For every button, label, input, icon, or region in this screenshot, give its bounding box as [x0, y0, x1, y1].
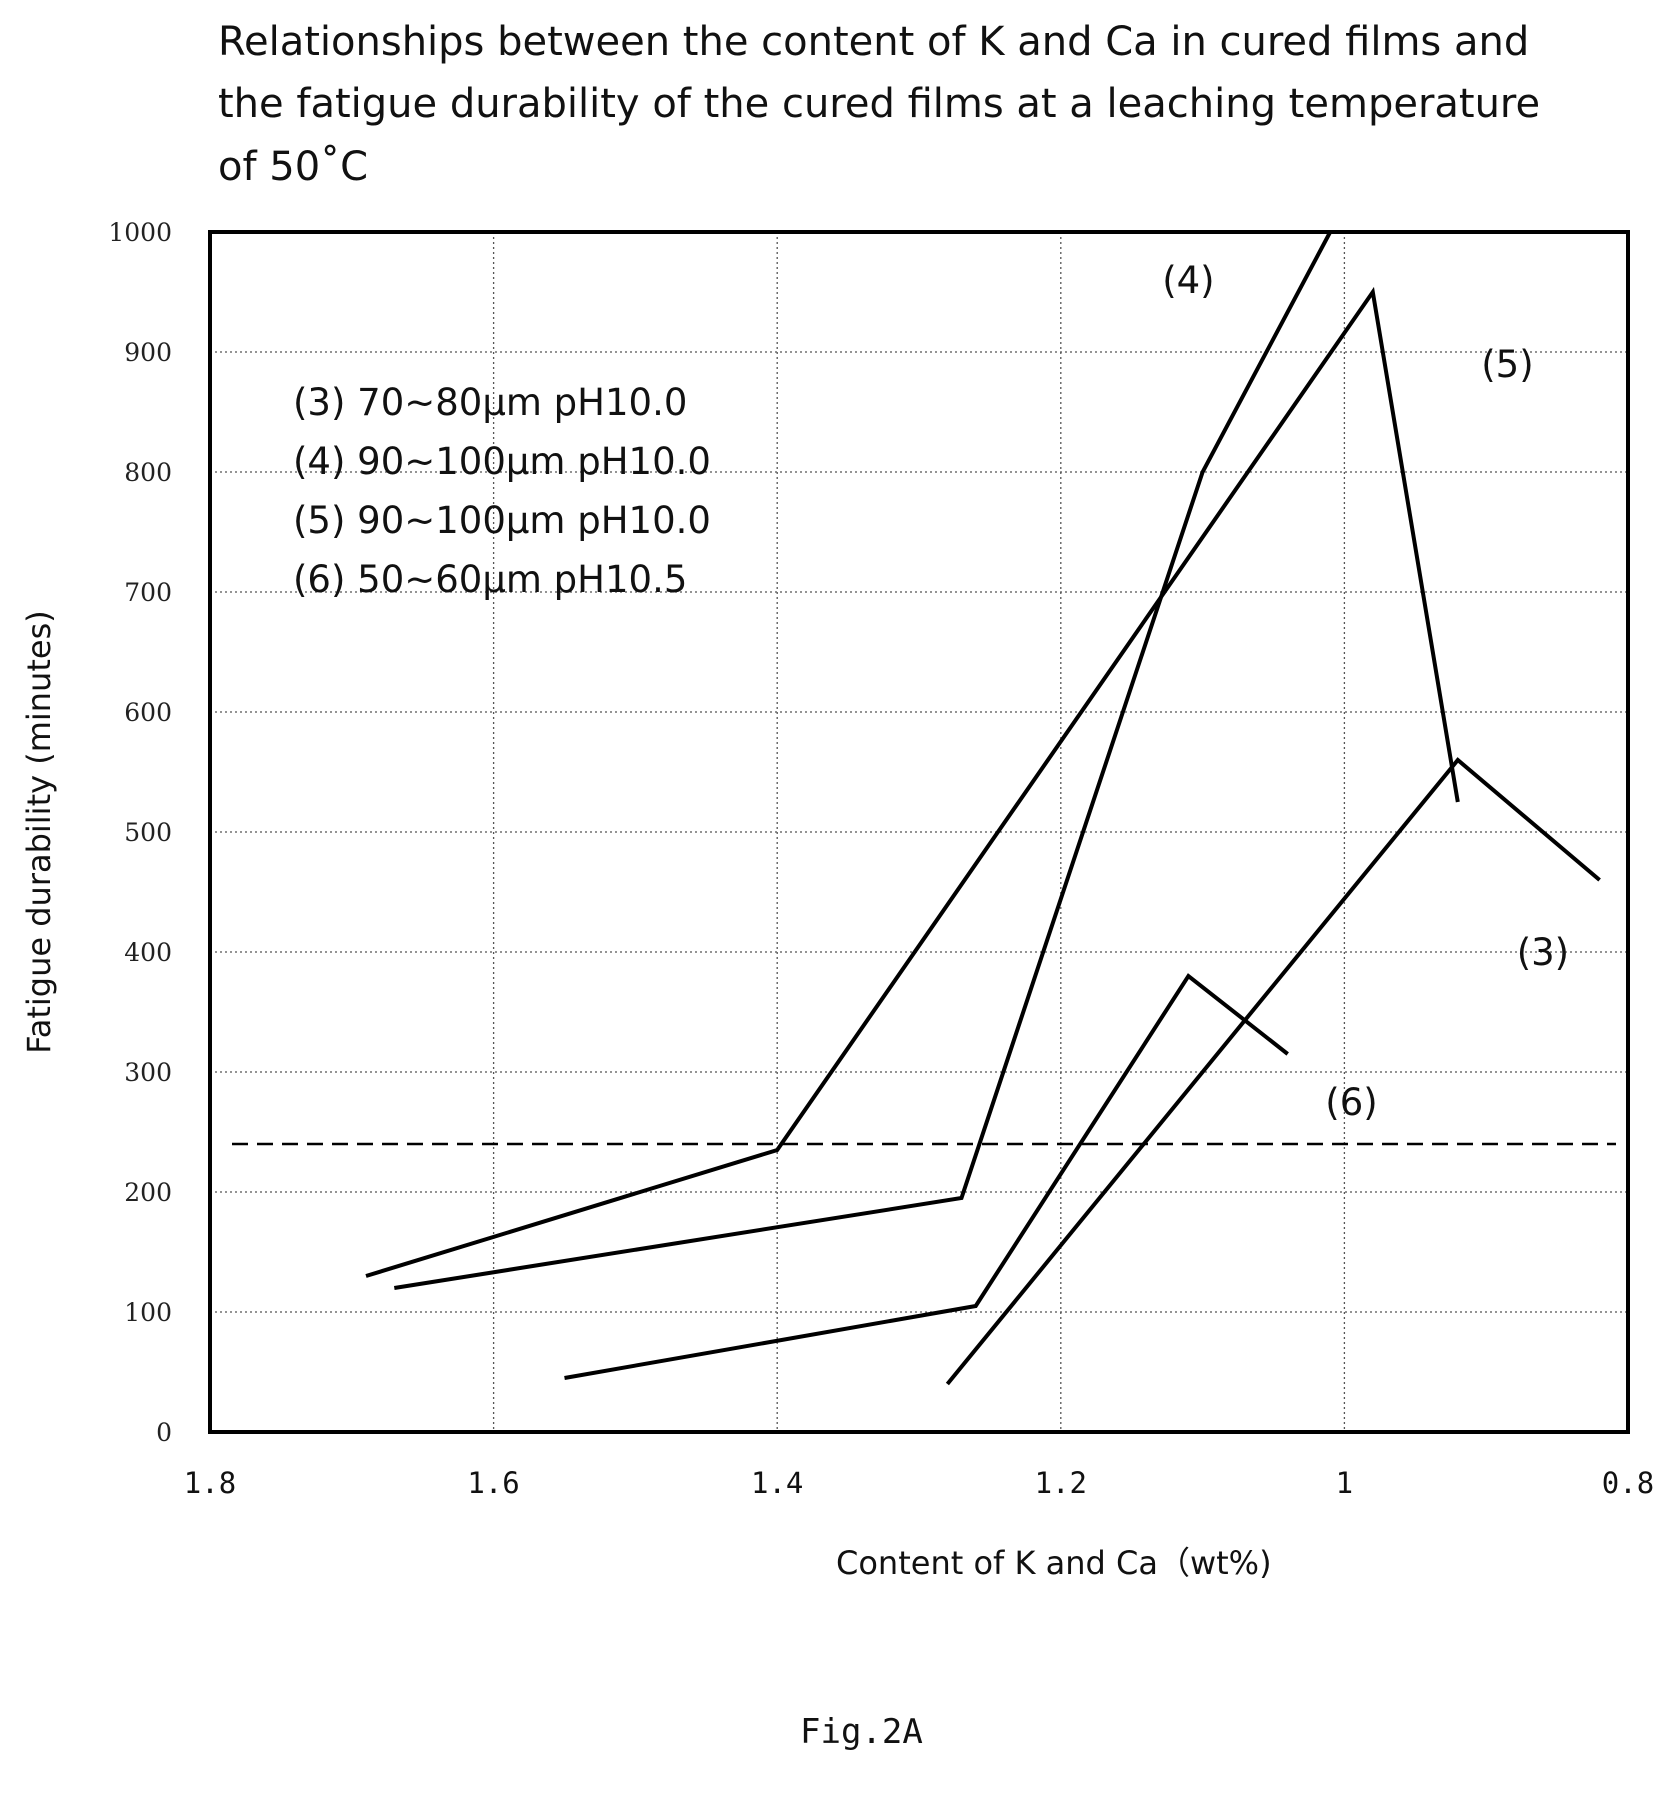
x-tick-label: 1.6 [467, 1466, 519, 1500]
legend-entry-4: (4) 90~100μm pH10.0 [293, 440, 711, 483]
chart-title-line-2: the fatigue durability of the cured film… [218, 81, 1540, 127]
y-tick-label: 800 [124, 458, 172, 487]
grid [210, 232, 1628, 1432]
y-tick-label: 900 [124, 338, 172, 367]
y-tick-label: 1000 [108, 218, 172, 247]
series-label-4: (4) [1162, 259, 1214, 302]
x-tick-label: 1.4 [751, 1466, 803, 1500]
series-label-5: (5) [1481, 343, 1533, 386]
series-label-3: (3) [1517, 931, 1569, 974]
x-tick-label: 1.2 [1035, 1466, 1087, 1500]
chart-title-line-3: of 50˚C [218, 144, 368, 190]
series-line-6 [564, 973, 1289, 1380]
legend: (3) 70~80μm pH10.0 (4) 90~100μm pH10.0 (… [293, 381, 711, 601]
y-axis-label: Fatigue durability (minutes) [20, 610, 58, 1053]
series-label-6: (6) [1325, 1081, 1377, 1124]
legend-entry-5: (5) 90~100μm pH10.0 [293, 499, 711, 542]
y-tick-label: 300 [124, 1058, 172, 1087]
y-tick-label: 100 [124, 1298, 172, 1327]
x-tick-labels: 1.8 1.6 1.4 1.2 1 0.8 [184, 1466, 1654, 1500]
y-tick-label: 700 [124, 578, 172, 607]
figure-caption: Fig.2A [800, 1712, 923, 1752]
chart-title-line-1: Relationships between the content of K a… [218, 19, 1529, 65]
x-tick-label: 0.8 [1602, 1466, 1654, 1500]
series-line-4 [393, 231, 1332, 1290]
legend-entry-6: (6) 50~60μm pH10.5 [293, 558, 687, 601]
x-tick-label: 1.8 [184, 1466, 236, 1500]
y-tick-label: 0 [156, 1418, 172, 1447]
y-tick-label: 400 [124, 938, 172, 967]
y-tick-label: 500 [124, 818, 172, 847]
plot-frame [208, 230, 1630, 1434]
y-tick-labels: 0 100 200 300 400 500 600 700 800 900 1000 [108, 218, 172, 1447]
y-tick-label: 200 [124, 1178, 172, 1207]
series-line-5 [365, 286, 1460, 1278]
x-tick-label: 1 [1336, 1466, 1353, 1500]
legend-entry-3: (3) 70~80μm pH10.0 [293, 381, 687, 424]
series-labels: (3) (4) (5) (6) [1162, 259, 1569, 1124]
series-line-3 [945, 757, 1601, 1386]
x-axis-label: Content of K and Ca（wt%) [836, 1544, 1272, 1582]
y-tick-label: 600 [124, 698, 172, 727]
series-group [365, 231, 1601, 1386]
